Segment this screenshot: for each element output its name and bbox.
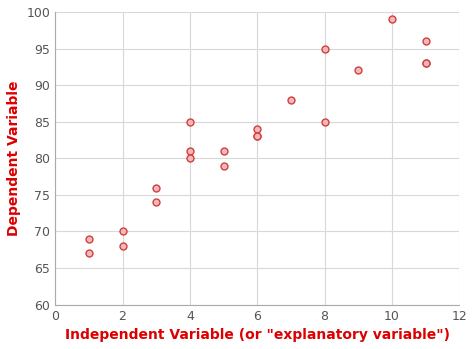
Point <box>119 243 127 249</box>
Point <box>85 236 93 242</box>
Point <box>153 185 160 190</box>
Point <box>321 46 328 51</box>
X-axis label: Independent Variable (or "explanatory variable"): Independent Variable (or "explanatory va… <box>65 328 450 342</box>
Point <box>186 156 194 161</box>
Point <box>422 60 429 66</box>
Point <box>355 68 362 73</box>
Point <box>153 199 160 205</box>
Point <box>186 148 194 154</box>
Y-axis label: Dependent Variable: Dependent Variable <box>7 81 21 236</box>
Point <box>119 229 127 234</box>
Point <box>422 60 429 66</box>
Point <box>254 126 261 132</box>
Point <box>321 119 328 125</box>
Point <box>287 97 295 103</box>
Point <box>422 38 429 44</box>
Point <box>254 134 261 139</box>
Point <box>220 163 228 169</box>
Point <box>85 251 93 256</box>
Point <box>220 148 228 154</box>
Point <box>186 119 194 125</box>
Point <box>254 134 261 139</box>
Point <box>388 16 396 22</box>
